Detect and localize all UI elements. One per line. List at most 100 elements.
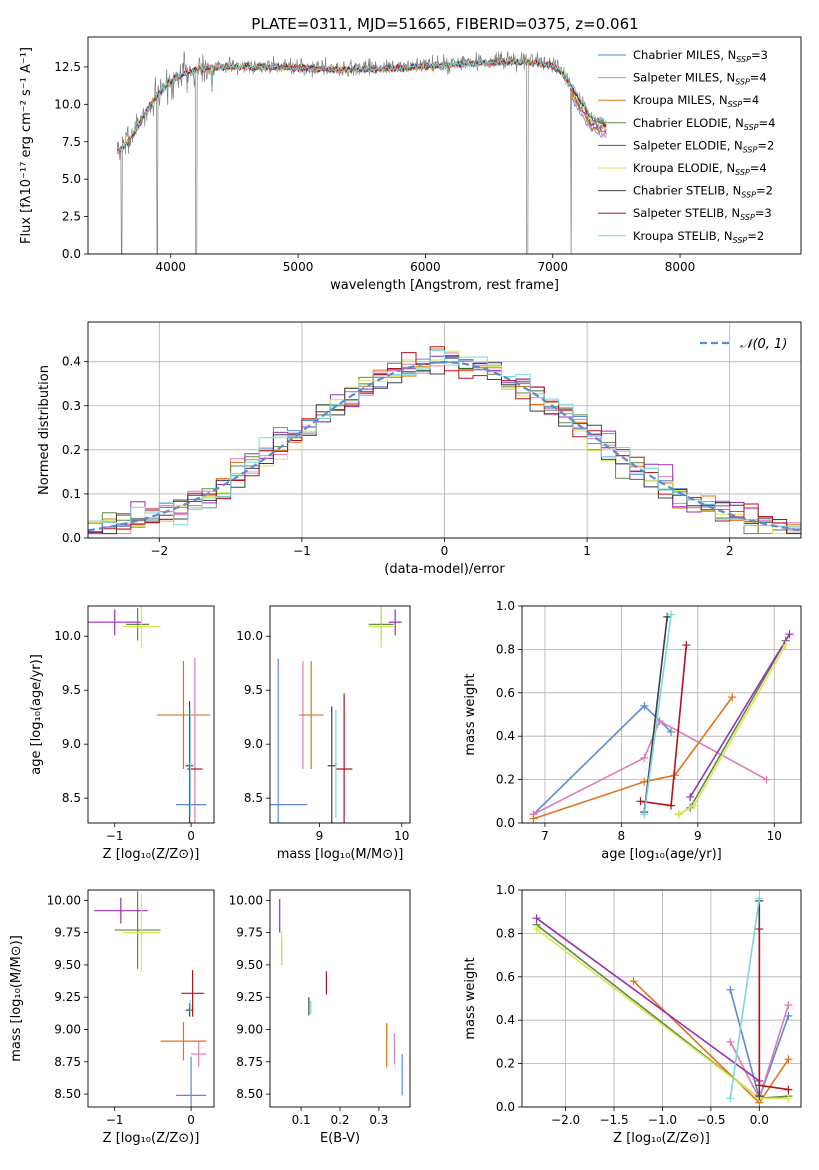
y-tick-label: 8.75 bbox=[54, 1055, 81, 1069]
axes-spine bbox=[87, 605, 215, 824]
legend-entry-label: Kroupa MILES, NSSP=4 bbox=[633, 93, 759, 109]
weight-series-line bbox=[729, 898, 761, 1099]
y-tick-label: 0.2 bbox=[496, 773, 515, 787]
plot-area bbox=[270, 606, 402, 823]
weight-point-marker bbox=[762, 775, 771, 784]
x-tick-label: 0 bbox=[187, 1113, 195, 1127]
y-tick-label: 9.25 bbox=[236, 990, 263, 1004]
plot-area bbox=[532, 894, 793, 1107]
y-tick-label: 9.5 bbox=[62, 683, 81, 697]
y-tick-label: 0.6 bbox=[496, 970, 515, 984]
weight-point-marker bbox=[784, 1085, 793, 1094]
y-tick-label: 0.4 bbox=[62, 355, 81, 369]
axes-frame: −2 −1 0 1 2 0.0 0.1 0.2 0.3 0.4 (data-model)/error… bbox=[37, 321, 802, 577]
residual-histogram-panel: −2 −1 0 1 2 0.0 0.1 0.2 0.3 0.4 (data-model)/error… bbox=[37, 321, 802, 577]
weight-series-line bbox=[643, 616, 668, 813]
y-tick-label: 0.6 bbox=[496, 686, 515, 700]
x-tick-label: 2 bbox=[726, 544, 734, 558]
y-axis-label: Normed distribution bbox=[37, 365, 52, 495]
y-tick-label: 0.8 bbox=[496, 642, 515, 656]
weight-point-marker bbox=[755, 1092, 764, 1101]
spectrum-legend: Chabrier MILES, NSSP=3 Salpeter MILES, NS… bbox=[598, 48, 775, 245]
weight-point-marker bbox=[667, 801, 676, 810]
x-axis-label: age [log₁₀(age/yr)] bbox=[601, 847, 722, 862]
weight-point-marker bbox=[640, 810, 649, 819]
weight-point-marker bbox=[686, 792, 695, 801]
x-tick-label: 10 bbox=[767, 829, 782, 843]
x-tick-label: −0.5 bbox=[696, 1113, 725, 1127]
legend-entry-label: Chabrier MILES, NSSP=3 bbox=[633, 48, 768, 64]
age-vs-metallicity-panel: −1 0 8.5 9.0 9.5 10.0 Z [log₁₀(Z/Z⊙)] age [log₁… bbox=[29, 605, 215, 862]
mass-vs-metallicity-panel: −1 0 8.50 8.75 9.00 9.25 9.50 9.75 10.00 Z [log₁₀… bbox=[9, 889, 215, 1146]
x-axis-label: Z [log₁₀(Z/Z⊙)] bbox=[103, 1131, 200, 1146]
axes-frame: −2.0 −1.5 −1.0 −0.5 0.0 0.0 0.2 0.4 0.6 0.8 1.0 Z [… bbox=[463, 883, 802, 1146]
x-tick-label: −2 bbox=[150, 544, 168, 558]
weight-vs-metallicity-panel: −2.0 −1.5 −1.0 −0.5 0.0 0.0 0.2 0.4 0.6 0.8 1.0 Z [… bbox=[463, 883, 802, 1146]
x-tick-label: −1.5 bbox=[599, 1113, 628, 1127]
weight-point-marker bbox=[784, 1055, 793, 1064]
x-tick-label: 0.1 bbox=[292, 1113, 311, 1127]
weight-point-marker bbox=[785, 630, 794, 639]
y-tick-label: 8.50 bbox=[54, 1087, 81, 1101]
plot-area bbox=[88, 606, 211, 823]
y-tick-label: 5.0 bbox=[62, 172, 81, 186]
axes-frame: 0.1 0.2 0.3 8.50 8.75 9.00 9.25 9.50 9.75 10.00 E(… bbox=[229, 889, 411, 1146]
y-tick-label: 9.25 bbox=[54, 990, 81, 1004]
weight-point-marker bbox=[532, 914, 541, 923]
x-tick-label: 10 bbox=[394, 829, 409, 843]
plot-area bbox=[279, 899, 403, 1096]
axes-frame: −1 0 8.5 9.0 9.5 10.0 Z [log₁₀(Z/Z⊙)] age [log₁… bbox=[29, 605, 215, 862]
weight-point-marker bbox=[755, 1081, 764, 1090]
y-tick-label: 1.0 bbox=[496, 599, 515, 613]
y-axis-label: mass weight bbox=[463, 957, 478, 1039]
legend-entry-label: Salpeter STELIB, NSSP=3 bbox=[633, 206, 772, 222]
axes-frame: 9 10 8.5 9.0 9.5 10.0 mass [log₁₀(M/M⊙)] bbox=[236, 605, 411, 862]
axes-spine bbox=[521, 605, 802, 824]
x-tick-label: 0.3 bbox=[369, 1113, 388, 1127]
x-axis-label: (data-model)/error bbox=[384, 562, 505, 577]
weight-point-marker bbox=[532, 925, 541, 934]
y-tick-label: 0.2 bbox=[62, 443, 81, 457]
weight-point-marker bbox=[636, 797, 645, 806]
x-tick-label: 5000 bbox=[283, 260, 314, 274]
normal-distribution-curve bbox=[88, 360, 801, 532]
x-tick-label: 8000 bbox=[665, 260, 696, 274]
x-tick-label: 7 bbox=[541, 829, 549, 843]
weight-point-marker bbox=[640, 701, 649, 710]
x-tick-label: 7000 bbox=[537, 260, 568, 274]
y-tick-label: 10.0 bbox=[54, 97, 81, 111]
y-tick-label: 8.75 bbox=[236, 1055, 263, 1069]
y-tick-label: 0.2 bbox=[496, 1057, 515, 1071]
x-axis-label: mass [log₁₀(M/M⊙)] bbox=[277, 847, 404, 862]
weight-point-marker bbox=[682, 641, 691, 650]
weight-point-marker bbox=[689, 801, 698, 810]
legend-entry-label: Kroupa ELODIE, NSSP=4 bbox=[633, 161, 767, 177]
y-tick-label: 10.00 bbox=[229, 893, 263, 907]
axes-spine bbox=[521, 889, 802, 1108]
weight-series-line bbox=[689, 633, 791, 798]
weight-series-line bbox=[643, 614, 672, 815]
y-tick-label: 9.00 bbox=[54, 1023, 81, 1037]
y-axis-label: age [log₁₀(age/yr)] bbox=[29, 654, 44, 775]
y-axis-label: mass weight bbox=[463, 673, 478, 755]
y-tick-label: 0.0 bbox=[62, 531, 81, 545]
legend-entry-label: Chabrier ELODIE, NSSP=4 bbox=[633, 116, 775, 132]
x-tick-label: 9 bbox=[316, 829, 324, 843]
weight-point-marker bbox=[755, 925, 764, 934]
y-tick-label: 0.0 bbox=[496, 816, 515, 830]
y-tick-label: 7.5 bbox=[62, 135, 81, 149]
plot-area bbox=[94, 891, 207, 1107]
y-axis-label: Flux [fλ10⁻¹⁷ erg cm⁻² s⁻¹ A⁻¹] bbox=[19, 47, 34, 244]
x-tick-label: 9 bbox=[694, 829, 702, 843]
y-tick-label: 10.0 bbox=[54, 629, 81, 643]
y-tick-label: 0.8 bbox=[496, 926, 515, 940]
y-tick-label: 1.0 bbox=[496, 883, 515, 897]
axes-frame: 4000 5000 6000 7000 8000 0.0 2.5 5.0 7.5 10.0 12.5… bbox=[19, 36, 802, 293]
x-tick-label: 0 bbox=[441, 544, 449, 558]
observed-spectrum-line bbox=[116, 50, 607, 254]
model-spectrum-line bbox=[116, 58, 607, 153]
spectrum-panel: 4000 5000 6000 7000 8000 0.0 2.5 5.0 7.5 10.0 12.5… bbox=[19, 36, 802, 293]
weight-point-marker bbox=[781, 641, 790, 650]
weight-point-marker bbox=[629, 977, 638, 986]
